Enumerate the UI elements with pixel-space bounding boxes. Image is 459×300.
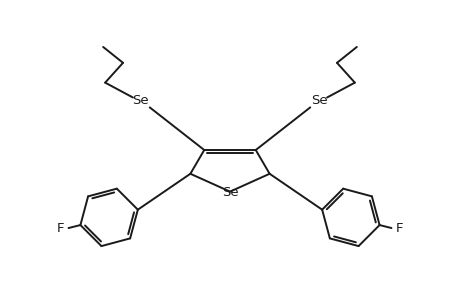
Text: Se: Se xyxy=(310,94,327,107)
Text: F: F xyxy=(57,221,64,235)
Text: Se: Se xyxy=(221,186,238,199)
Text: Se: Se xyxy=(132,94,149,107)
Text: F: F xyxy=(395,221,402,235)
